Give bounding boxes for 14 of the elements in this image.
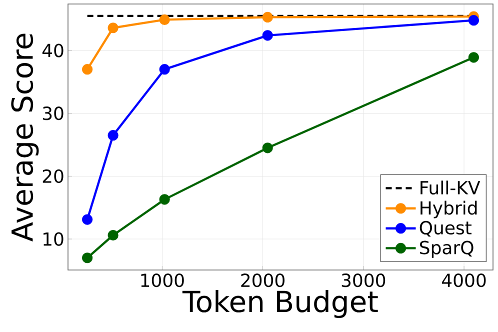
legend-label: Full-KV xyxy=(420,180,480,195)
legend-label: Hybrid xyxy=(420,200,477,218)
legend-label: SparQ xyxy=(420,240,474,258)
y-tick-label: 10 xyxy=(44,232,64,246)
y-axis-title: Average Score xyxy=(11,34,39,242)
x-axis-title: Token Budget xyxy=(182,290,378,318)
y-tick-label: 20 xyxy=(42,169,64,183)
y-tick-label: 30 xyxy=(42,106,64,120)
y-tick-label: 40 xyxy=(42,44,64,58)
x-tick-label: 4000 xyxy=(442,274,486,288)
legend-label: Quest xyxy=(420,220,472,237)
x-tick-label: 3000 xyxy=(342,274,386,288)
x-tick-label: 2000 xyxy=(241,274,284,288)
x-tick-label: 1000 xyxy=(141,274,184,288)
